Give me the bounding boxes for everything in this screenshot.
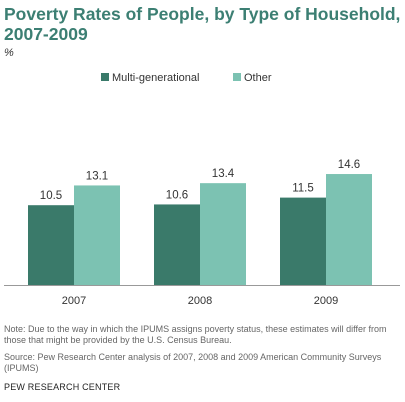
- brand-label: PEW RESEARCH CENTER: [4, 382, 121, 392]
- bar-value-label: 13.4: [212, 168, 235, 180]
- x-tick-label: 2007: [62, 295, 86, 307]
- bar-value-label: 10.5: [40, 190, 62, 202]
- bar-chart: Multi-generational Other 10.5 13.1 2007 10.6 1…: [4, 72, 400, 307]
- bar: [154, 204, 200, 285]
- bar: [74, 185, 120, 285]
- unit-label: %: [4, 47, 14, 59]
- source-text: Source: Pew Research Center analysis of …: [4, 352, 382, 373]
- bar-value-label: 11.5: [292, 183, 314, 195]
- legend-label: Multi-generational: [112, 72, 199, 84]
- legend-swatch: [233, 73, 241, 81]
- legend-label: Other: [244, 72, 272, 84]
- bar: [280, 197, 326, 285]
- x-tick-label: 2008: [188, 295, 212, 307]
- bar: [28, 205, 74, 285]
- bar-value-label: 14.6: [338, 159, 360, 171]
- legend-swatch: [101, 73, 109, 81]
- note-text: Note: Due to the way in which the IPUMS …: [4, 324, 387, 345]
- bar: [326, 174, 372, 285]
- x-tick-label: 2009: [314, 295, 338, 307]
- bar: [200, 183, 246, 285]
- chart-title: Poverty Rates of People, by Type of Hous…: [4, 4, 401, 44]
- bar-value-label: 10.6: [166, 189, 188, 201]
- bar-value-label: 13.1: [86, 170, 108, 182]
